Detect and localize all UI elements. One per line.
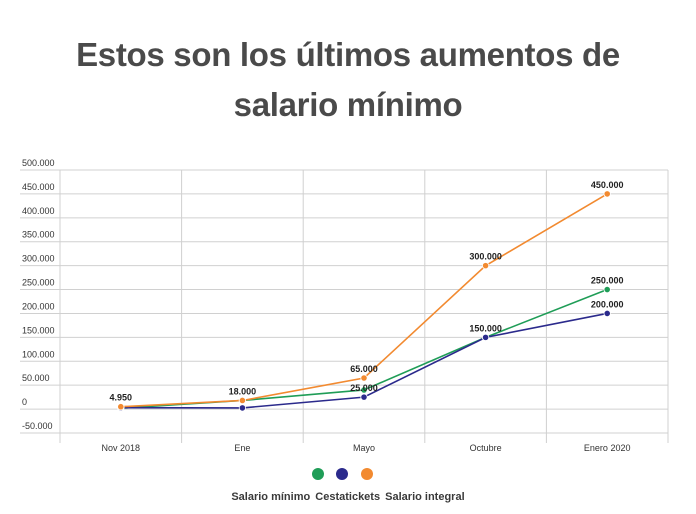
x-tick-label: Octubre (470, 443, 502, 453)
y-tick-label: 450.000 (22, 182, 55, 192)
data-label: 65.000 (350, 364, 378, 374)
legend: Salario mínimo Cestatickets Salario inte… (0, 463, 696, 513)
y-tick-label: 100.000 (22, 349, 55, 359)
data-point (481, 262, 490, 270)
y-tick-label: 500.000 (22, 158, 55, 168)
data-point (360, 393, 368, 401)
x-tick-label: Ene (234, 443, 250, 453)
legend-dot-cestatickets (336, 468, 348, 480)
chart-title-line-2: salario mínimo (233, 86, 463, 123)
legend-label-salario-minimo: Salario mínimo (231, 491, 311, 503)
x-tick-label: Nov 2018 (102, 443, 141, 453)
legend-label-cestatickets: Cestatickets (315, 491, 381, 503)
y-tick-label: 0 (22, 397, 27, 407)
y-tick-label: 250.000 (22, 278, 55, 288)
y-tick-label: -50.000 (22, 421, 53, 431)
y-tick-label: 400.000 (22, 206, 55, 216)
data-point (603, 190, 611, 198)
x-tick-label: Mayo (353, 443, 375, 453)
data-point (360, 374, 368, 382)
y-tick-label: 50.000 (22, 373, 50, 383)
data-label: 150.000 (469, 323, 502, 333)
legend-dot-salario-integral (361, 468, 373, 480)
data-point (117, 403, 125, 411)
y-tick-label: 300.000 (22, 254, 55, 264)
chart-title: Estos son los últimos aumentos de salari… (0, 30, 696, 130)
data-label: 450.000 (591, 180, 624, 190)
data-point (481, 333, 490, 341)
data-point (603, 285, 611, 294)
data-point (238, 396, 246, 405)
y-tick-label: 150.000 (22, 325, 55, 335)
data-label: 25.000 (350, 383, 378, 393)
data-label: 4.950 (110, 393, 133, 403)
legend-label-salario-integral: Salario integral (385, 491, 465, 503)
data-point (603, 309, 611, 318)
data-label: 300.000 (469, 252, 502, 262)
data-point (238, 404, 246, 412)
y-tick-label: 350.000 (22, 230, 55, 240)
data-label: 200.000 (591, 299, 624, 309)
data-point (360, 386, 368, 394)
chart-title-line-1: Estos son los últimos aumentos de (76, 36, 620, 73)
data-label: 250.000 (591, 276, 624, 286)
y-tick-label: 200.000 (22, 301, 55, 311)
x-tick-label: Enero 2020 (584, 443, 631, 453)
legend-dot-salario-minimo (312, 468, 324, 480)
data-label: 18.000 (229, 386, 257, 396)
